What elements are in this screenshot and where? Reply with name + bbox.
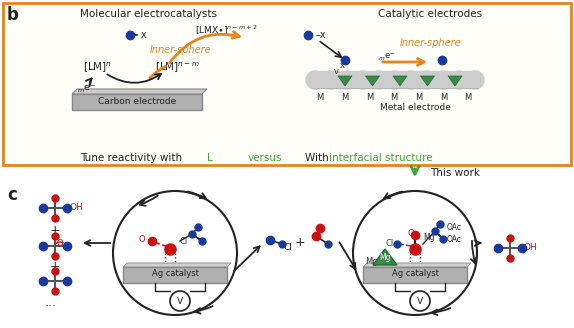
Text: M: M: [440, 93, 447, 102]
Text: c: c: [7, 186, 17, 204]
Polygon shape: [421, 76, 435, 86]
Text: V: V: [177, 297, 183, 305]
Text: O: O: [57, 239, 63, 249]
Text: ...: ...: [45, 297, 57, 310]
Text: +: +: [294, 236, 305, 249]
FancyArrowPatch shape: [170, 32, 239, 63]
FancyBboxPatch shape: [363, 267, 467, 283]
Text: Inner-sphere: Inner-sphere: [150, 45, 212, 55]
Text: L: L: [207, 153, 213, 163]
Text: OAc: OAc: [447, 235, 462, 243]
Text: +: +: [50, 259, 60, 273]
Text: Molecular electrocatalysts: Molecular electrocatalysts: [80, 9, 216, 19]
Circle shape: [418, 71, 436, 89]
Text: M: M: [316, 93, 324, 102]
FancyBboxPatch shape: [123, 267, 227, 283]
Circle shape: [386, 71, 404, 89]
Text: Carbon electrode: Carbon electrode: [98, 96, 176, 106]
Text: x: x: [141, 30, 147, 40]
Text: M: M: [464, 93, 472, 102]
FancyArrowPatch shape: [86, 78, 92, 86]
Text: OH: OH: [524, 243, 538, 253]
Text: [LMX$\bullet$]$^{n-m+2}$: [LMX$\bullet$]$^{n-m+2}$: [195, 23, 258, 37]
FancyArrowPatch shape: [195, 306, 212, 314]
Circle shape: [370, 71, 388, 89]
Text: O: O: [139, 235, 145, 243]
Text: $_{m}$e$^{-}$: $_{m}$e$^{-}$: [378, 51, 395, 63]
Text: b: b: [7, 6, 19, 24]
FancyArrowPatch shape: [475, 240, 480, 246]
FancyArrowPatch shape: [139, 195, 158, 206]
FancyArrowPatch shape: [188, 192, 206, 198]
FancyArrowPatch shape: [471, 241, 476, 263]
FancyArrowPatch shape: [234, 246, 259, 271]
Circle shape: [434, 71, 452, 89]
Text: V: V: [417, 297, 423, 305]
Text: M: M: [415, 93, 422, 102]
Text: Ag catalyst: Ag catalyst: [152, 270, 199, 278]
Text: With: With: [305, 153, 332, 163]
Text: Ag catalyst: Ag catalyst: [391, 270, 439, 278]
Text: This work: This work: [430, 168, 480, 178]
Text: Tune reactivity with: Tune reactivity with: [80, 153, 185, 163]
Text: M: M: [390, 93, 398, 102]
FancyArrowPatch shape: [339, 242, 355, 269]
Text: x: x: [340, 62, 345, 71]
FancyArrowPatch shape: [85, 240, 110, 246]
Text: M: M: [366, 93, 373, 102]
FancyArrowPatch shape: [411, 166, 419, 174]
Text: O: O: [407, 229, 414, 237]
Polygon shape: [72, 89, 207, 94]
Text: M: M: [341, 93, 348, 102]
Circle shape: [354, 71, 372, 89]
Text: v: v: [334, 68, 339, 76]
FancyArrowPatch shape: [150, 66, 165, 78]
FancyArrowPatch shape: [432, 308, 451, 315]
Text: interfacial structure: interfacial structure: [329, 153, 433, 163]
Text: OH: OH: [69, 203, 83, 213]
Polygon shape: [366, 76, 379, 86]
Text: Inner-sphere: Inner-sphere: [400, 38, 461, 48]
FancyBboxPatch shape: [3, 3, 571, 165]
Circle shape: [450, 71, 468, 89]
Polygon shape: [338, 76, 352, 86]
Circle shape: [338, 71, 356, 89]
Text: Mg: Mg: [365, 257, 378, 266]
Text: Metal electrode: Metal electrode: [379, 104, 451, 113]
Polygon shape: [373, 249, 397, 265]
Text: [LM]$^{n-m}$: [LM]$^{n-m}$: [155, 61, 200, 75]
Circle shape: [466, 71, 484, 89]
Text: Cl: Cl: [284, 243, 293, 253]
Text: Mg: Mg: [379, 254, 391, 262]
Text: Mg: Mg: [423, 233, 435, 241]
Polygon shape: [123, 263, 231, 267]
Text: Cl: Cl: [385, 239, 393, 249]
Circle shape: [306, 71, 324, 89]
Circle shape: [402, 71, 420, 89]
Circle shape: [322, 71, 340, 89]
Text: [LM]$^n$: [LM]$^n$: [83, 61, 112, 75]
FancyArrowPatch shape: [384, 192, 402, 198]
FancyArrowPatch shape: [320, 42, 342, 57]
Polygon shape: [448, 76, 462, 86]
Polygon shape: [393, 76, 407, 86]
Text: Catalytic electrodes: Catalytic electrodes: [378, 9, 482, 19]
Text: versus: versus: [248, 153, 282, 163]
Text: +: +: [50, 223, 60, 236]
Text: OAc: OAc: [447, 222, 462, 232]
FancyArrowPatch shape: [107, 74, 161, 83]
FancyArrowPatch shape: [383, 59, 424, 65]
FancyBboxPatch shape: [72, 94, 202, 110]
Polygon shape: [363, 263, 471, 267]
Text: Cl: Cl: [180, 236, 188, 245]
Text: $_{m}$e$^{-}$: $_{m}$e$^{-}$: [77, 83, 96, 94]
Text: –x: –x: [316, 30, 327, 40]
